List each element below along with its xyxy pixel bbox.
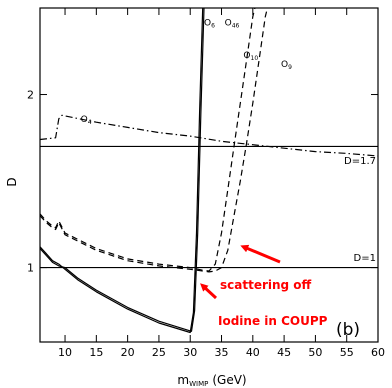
x-tick-label-60: 60 [371, 346, 385, 359]
y-tick-label-1: 1 [27, 262, 34, 275]
ref-label-d17: D=1.7 [344, 156, 376, 167]
curve-label-o9: O9 [281, 60, 292, 71]
axis-ticks: 10 15 20 25 30 35 40 45 50 55 60 1 2 [27, 8, 385, 359]
plot-frame [39, 7, 379, 343]
curve-label-o10: O10 [243, 51, 258, 62]
x-tick-label-40: 40 [246, 346, 260, 359]
y-axis-title: D [5, 177, 19, 186]
series-line-o4 [40, 114, 378, 157]
x-axis-title-main: m [177, 373, 189, 387]
reference-lines [40, 145, 378, 269]
series-line-o46 [40, 8, 205, 332]
curve-label-o4: O4 [81, 115, 92, 126]
x-tick-label-25: 25 [152, 346, 166, 359]
x-axis-title-unit: (GeV) [212, 373, 246, 387]
panel-label: (b) [336, 320, 360, 340]
annotation-line-2: Iodine in COUPP [218, 314, 328, 328]
x-axis-title: mWIMP (GeV) [177, 373, 246, 388]
x-tick-label-20: 20 [121, 346, 135, 359]
series-lines [40, 8, 378, 334]
series-line-o9 [40, 8, 269, 273]
annotation-arrow-upper [240, 244, 281, 264]
y-tick-label-2: 2 [27, 89, 34, 102]
x-tick-label-30: 30 [183, 346, 197, 359]
x-tick-label-35: 35 [215, 346, 229, 359]
ref-label-d1: D=1 [354, 253, 376, 264]
curve-label-o6: O6 [204, 18, 215, 29]
x-tick-label-50: 50 [308, 346, 322, 359]
annotation-arrow-lower [200, 283, 218, 300]
curve-label-o46: O46 [225, 18, 240, 29]
x-axis-title-sub: WIMP [189, 380, 208, 388]
x-tick-label-55: 55 [340, 346, 354, 359]
annotation-line-1: scattering off [220, 278, 312, 292]
series-line-o6 [40, 8, 204, 334]
x-tick-label-15: 15 [89, 346, 103, 359]
series-line-o10 [40, 8, 256, 272]
x-tick-label-45: 45 [277, 346, 291, 359]
curve-labels: O4 O6 O46 O10 O9 [81, 18, 292, 126]
x-tick-label-10: 10 [58, 346, 72, 359]
